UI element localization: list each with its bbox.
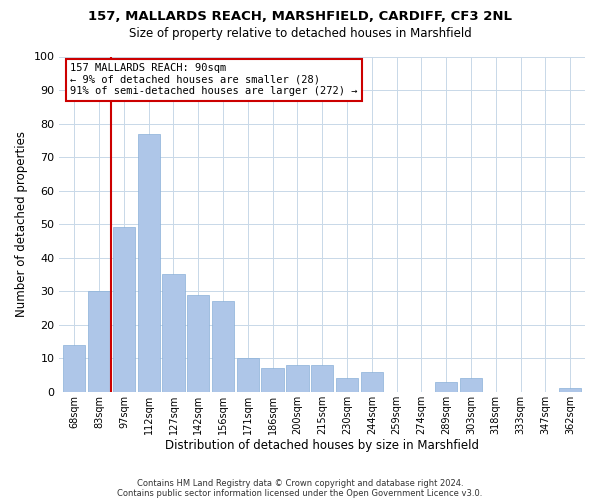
Bar	[236, 358, 259, 392]
Text: Size of property relative to detached houses in Marshfield: Size of property relative to detached ho…	[128, 28, 472, 40]
Bar	[559, 388, 581, 392]
Text: Contains public sector information licensed under the Open Government Licence v3: Contains public sector information licen…	[118, 488, 482, 498]
Text: Contains HM Land Registry data © Crown copyright and database right 2024.: Contains HM Land Registry data © Crown c…	[137, 478, 463, 488]
Y-axis label: Number of detached properties: Number of detached properties	[15, 131, 28, 317]
Bar	[137, 134, 160, 392]
Bar	[286, 365, 308, 392]
Bar	[163, 274, 185, 392]
Bar	[63, 345, 85, 392]
Text: 157 MALLARDS REACH: 90sqm
← 9% of detached houses are smaller (28)
91% of semi-d: 157 MALLARDS REACH: 90sqm ← 9% of detach…	[70, 63, 358, 96]
X-axis label: Distribution of detached houses by size in Marshfield: Distribution of detached houses by size …	[165, 440, 479, 452]
Bar	[262, 368, 284, 392]
Bar	[113, 228, 135, 392]
Text: 157, MALLARDS REACH, MARSHFIELD, CARDIFF, CF3 2NL: 157, MALLARDS REACH, MARSHFIELD, CARDIFF…	[88, 10, 512, 23]
Bar	[311, 365, 334, 392]
Bar	[187, 294, 209, 392]
Bar	[212, 302, 234, 392]
Bar	[336, 378, 358, 392]
Bar	[361, 372, 383, 392]
Bar	[460, 378, 482, 392]
Bar	[88, 291, 110, 392]
Bar	[435, 382, 457, 392]
